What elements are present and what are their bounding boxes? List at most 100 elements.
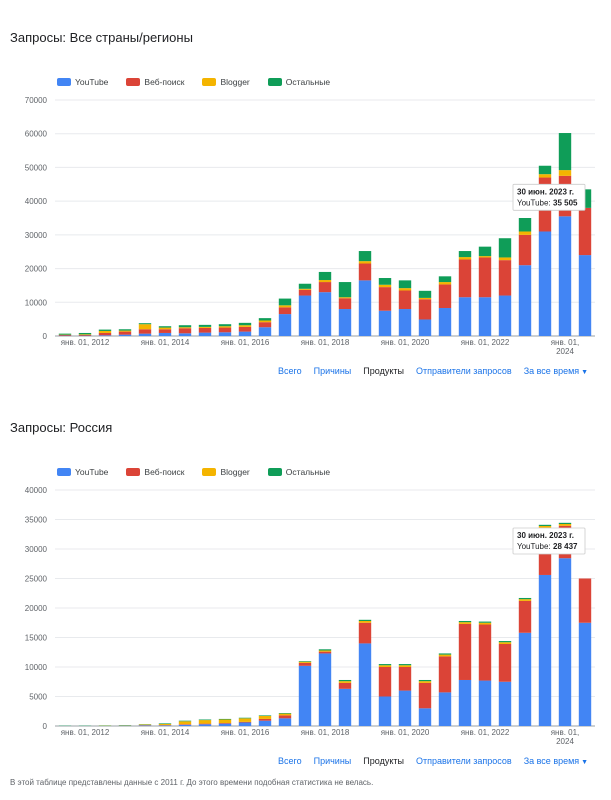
legend-label: Остальные <box>285 467 331 477</box>
bar-segment-youtube <box>538 231 552 336</box>
bar-segment-other <box>158 326 172 328</box>
bar-segment-other <box>418 679 432 682</box>
bar-segment-other <box>158 723 172 724</box>
period-dropdown[interactable]: За все время ▼ <box>524 366 588 376</box>
tooltip-box <box>512 183 586 211</box>
legend-swatch <box>202 78 217 86</box>
tab-all[interactable]: Всего <box>278 756 302 766</box>
bar-segment-blogger <box>438 654 452 657</box>
legend-item-youtube[interactable]: YouTube <box>57 467 108 477</box>
bar-segment-youtube <box>198 724 212 726</box>
bar-segment-youtube <box>458 297 472 336</box>
bar-segment-blogger <box>158 327 172 330</box>
bar-segment-blogger <box>478 622 492 625</box>
bar-segment-youtube <box>558 558 572 726</box>
tooltip: 30 июн. 2023 г. YouTube: 28 437 <box>512 527 586 555</box>
chart-tabs: Всего Причины Продукты Отправители запро… <box>278 366 600 376</box>
chart-section-all: Запросы: Все страны/регионы YouTube Веб-… <box>0 0 611 390</box>
bar <box>178 720 192 726</box>
bar-segment-youtube <box>358 280 372 336</box>
bar-segment-other <box>278 713 292 714</box>
legend-item-other[interactable]: Остальные <box>267 467 331 477</box>
bar-segment-web <box>458 259 472 298</box>
bar-segment-youtube <box>178 333 192 336</box>
bar-segment-youtube <box>98 335 112 336</box>
tab-senders[interactable]: Отправители запросов <box>415 756 512 766</box>
bar-segment-youtube <box>398 690 412 726</box>
tab-senders[interactable]: Отправители запросов <box>415 366 512 376</box>
bar-segment-blogger <box>458 257 472 260</box>
legend-swatch <box>57 78 71 86</box>
bar-segment-web <box>438 284 452 309</box>
bar-segment-blogger <box>218 326 232 328</box>
x-tick-label: янв. 01, 2022 <box>461 338 510 347</box>
bar-segment-web <box>278 715 292 719</box>
bar-segment-web <box>518 234 532 266</box>
bar <box>378 664 392 726</box>
bar-segment-other <box>178 720 192 722</box>
bar-segment-youtube <box>258 720 272 726</box>
bar <box>558 133 572 336</box>
bar-segment-web <box>478 257 492 298</box>
bar <box>438 653 452 726</box>
bar <box>438 276 452 336</box>
bar-segment-blogger <box>478 256 492 258</box>
bar-segment-blogger <box>338 681 352 683</box>
tooltip-label: YouTube: <box>517 542 551 551</box>
legend-swatch <box>126 468 141 476</box>
bar-segment-blogger <box>498 642 512 644</box>
chevron-down-icon: ▼ <box>581 759 589 766</box>
y-tick-label: 40000 <box>25 486 48 495</box>
bar-segment-blogger <box>418 297 432 300</box>
x-tick-label: янв. 01, 2012 <box>61 338 110 347</box>
bar-segment-web <box>178 328 192 334</box>
bar <box>518 597 532 726</box>
bar <box>458 620 472 726</box>
tab-products[interactable]: Продукты <box>363 366 404 376</box>
bar-segment-other <box>358 619 372 621</box>
bar-segment-youtube <box>478 680 492 726</box>
bar-segment-blogger <box>398 288 412 291</box>
tab-all[interactable]: Всего <box>278 366 302 376</box>
y-tick-label: 10000 <box>25 298 48 307</box>
chart-section-russia: Запросы: Россия YouTube Веб-поиск Blogge… <box>0 390 611 780</box>
bar-segment-youtube <box>378 696 392 726</box>
bar-segment-web <box>198 723 212 725</box>
bar-segment-web <box>318 651 332 654</box>
legend-item-blogger[interactable]: Blogger <box>202 77 250 87</box>
bar-segment-blogger <box>518 599 532 601</box>
bar-segment-youtube <box>138 725 152 726</box>
tab-reasons[interactable]: Причины <box>313 366 352 376</box>
bar-segment-web <box>258 718 272 721</box>
bar-segment-other <box>398 664 412 666</box>
bar-segment-blogger <box>178 327 192 329</box>
legend-item-youtube[interactable]: YouTube <box>57 77 108 87</box>
bar <box>458 251 472 336</box>
period-dropdown[interactable]: За все время ▼ <box>524 756 588 766</box>
bar-segment-youtube <box>258 327 272 336</box>
bar <box>118 329 132 336</box>
bar <box>578 578 592 726</box>
legend-item-blogger[interactable]: Blogger <box>202 467 250 477</box>
bar-segment-web <box>278 307 292 315</box>
bar-segment-web <box>358 622 372 644</box>
bar-segment-youtube <box>218 332 232 336</box>
y-tick-label: 30000 <box>25 545 48 554</box>
bar <box>158 723 172 726</box>
bar-segment-web <box>578 578 592 623</box>
bar-segment-youtube <box>298 295 312 336</box>
bar-segment-youtube <box>518 265 532 336</box>
bar-segment-web <box>298 662 312 666</box>
bar-segment-blogger <box>498 257 512 261</box>
bar-segment-other <box>198 719 212 721</box>
bar-segment-web <box>158 329 172 333</box>
legend-item-web-search[interactable]: Веб-поиск <box>126 77 184 87</box>
legend-item-web-search[interactable]: Веб-поиск <box>126 467 184 477</box>
legend-item-other[interactable]: Остальные <box>267 77 330 87</box>
bar-segment-other <box>118 329 132 331</box>
tab-products[interactable]: Продукты <box>363 756 404 766</box>
tab-reasons[interactable]: Причины <box>313 756 352 766</box>
bar-segment-other <box>498 238 512 258</box>
bar <box>398 280 412 336</box>
bar-segment-web <box>218 327 232 333</box>
